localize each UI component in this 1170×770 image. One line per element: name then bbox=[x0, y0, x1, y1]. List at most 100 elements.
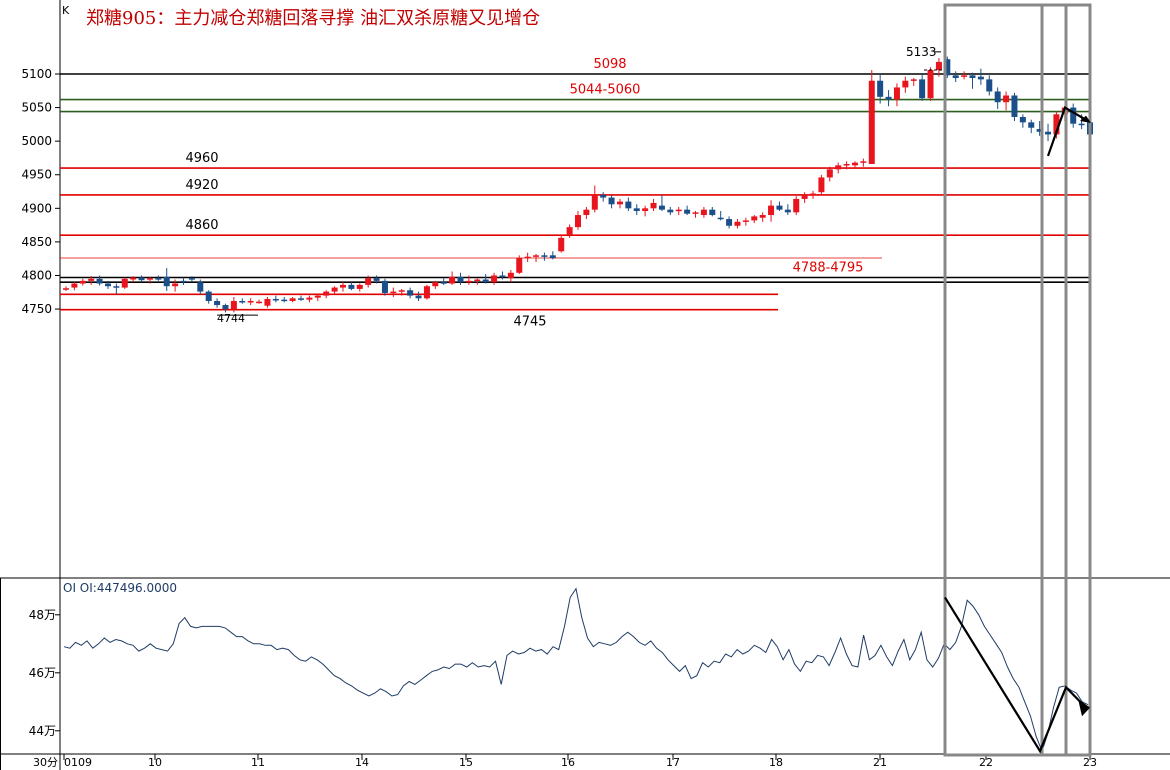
candle-body bbox=[449, 276, 456, 284]
price-tick-label: 4850 bbox=[21, 235, 52, 249]
annotation-overlay: 5133 4744 bbox=[217, 3, 1092, 757]
candle-body bbox=[684, 209, 691, 214]
candle-body bbox=[700, 209, 707, 216]
price-tick-label: 5100 bbox=[21, 67, 52, 81]
candle-body bbox=[533, 255, 540, 257]
candle-body bbox=[608, 197, 615, 205]
level-label: 5098 bbox=[593, 57, 626, 72]
x-tick-label: 15 bbox=[459, 756, 473, 769]
candle-body bbox=[491, 275, 498, 283]
candle-body bbox=[423, 286, 430, 299]
candle-body bbox=[407, 290, 414, 296]
candle-body bbox=[440, 282, 447, 284]
candle-body bbox=[868, 80, 875, 164]
level-label: 4920 bbox=[185, 178, 218, 193]
candle-body bbox=[71, 283, 78, 288]
candle-body bbox=[986, 79, 993, 92]
candle-body bbox=[961, 75, 968, 77]
candle-body bbox=[507, 272, 514, 279]
candle-body bbox=[390, 291, 397, 294]
oi-tick-label: 46万 bbox=[29, 666, 56, 680]
candle-body bbox=[482, 279, 489, 283]
candle-body bbox=[910, 79, 917, 81]
candle-body bbox=[818, 177, 825, 193]
candle-body bbox=[146, 278, 153, 280]
candle-body bbox=[751, 216, 758, 221]
candle-body bbox=[96, 278, 103, 284]
candle-body bbox=[919, 79, 926, 99]
x-tick-label: 21 bbox=[873, 756, 887, 769]
candle-body bbox=[373, 278, 380, 281]
x-tick-label: 10 bbox=[148, 756, 162, 769]
candle-body bbox=[826, 169, 833, 178]
candle-body bbox=[348, 284, 355, 289]
candle-body bbox=[776, 205, 783, 210]
candle-body bbox=[214, 301, 221, 306]
x-tick-label: 16 bbox=[561, 756, 575, 769]
candle-body bbox=[63, 288, 69, 290]
candle-body bbox=[835, 165, 842, 170]
candle-body bbox=[256, 301, 263, 304]
candle-body bbox=[524, 256, 531, 259]
candle-body bbox=[104, 283, 111, 287]
candle-body bbox=[205, 291, 212, 302]
candle-body bbox=[121, 278, 128, 288]
price-tick-label: 4800 bbox=[21, 268, 52, 282]
candle-body bbox=[264, 298, 271, 306]
x-tick-label: 23 bbox=[1083, 756, 1097, 769]
candle-body bbox=[1078, 123, 1085, 126]
candle-body bbox=[172, 283, 179, 287]
candle-body bbox=[902, 80, 909, 88]
x-tick-label: 11 bbox=[251, 756, 265, 769]
candle-body bbox=[381, 280, 388, 293]
candle-body bbox=[339, 284, 346, 288]
x-tick-label: 14 bbox=[355, 756, 369, 769]
price-trend-arrow bbox=[1046, 105, 1089, 157]
highlight-box bbox=[1064, 3, 1092, 757]
candle-body bbox=[239, 301, 246, 303]
candle-body bbox=[575, 215, 581, 228]
oi-axis: 48万 46万 44万 bbox=[29, 608, 60, 738]
candles bbox=[63, 56, 1093, 313]
candle-body bbox=[759, 215, 766, 218]
oi-label: OI OI:447496.0000 bbox=[63, 581, 177, 595]
oi-tick-label: 44万 bbox=[29, 724, 56, 738]
candle-body bbox=[138, 277, 145, 281]
candle-body bbox=[935, 61, 942, 70]
candle-body bbox=[356, 284, 363, 289]
oi-arrowhead bbox=[1078, 698, 1090, 717]
candle-body bbox=[994, 91, 1001, 103]
candle-body bbox=[583, 209, 590, 216]
candle-body bbox=[323, 291, 330, 296]
level-label: 4788-4795 bbox=[793, 260, 864, 275]
candle-body bbox=[130, 277, 137, 280]
candle-body bbox=[650, 202, 657, 209]
level-label: 4745 bbox=[513, 315, 546, 330]
oi-tick-label: 48万 bbox=[29, 608, 56, 622]
candle-body bbox=[893, 87, 900, 100]
candle-body bbox=[306, 297, 313, 300]
candle-body bbox=[843, 163, 850, 166]
candle-body bbox=[188, 278, 195, 280]
period-label: 30分 bbox=[33, 756, 58, 769]
x-tick-label: 22 bbox=[979, 756, 993, 769]
candle-body bbox=[398, 290, 405, 292]
candle-body bbox=[675, 209, 682, 212]
level-label: 5044-5060 bbox=[570, 83, 641, 98]
level-lines: 5098 5044-5060 4960 4920 4860 4788-4795 4745 bbox=[60, 57, 1090, 330]
candle-body bbox=[742, 220, 749, 222]
x-tick-label: 0109 bbox=[64, 756, 92, 769]
candle-body bbox=[314, 295, 321, 298]
price-tick-label: 5000 bbox=[21, 134, 52, 148]
candle-body bbox=[272, 298, 279, 301]
level-label: 4860 bbox=[185, 218, 218, 233]
candle-body bbox=[784, 209, 791, 213]
candle-body bbox=[197, 282, 204, 292]
candle-body bbox=[88, 278, 95, 281]
candle-body bbox=[633, 208, 640, 212]
candle-body bbox=[969, 75, 976, 79]
candle-body bbox=[642, 208, 649, 212]
candle-body bbox=[163, 276, 170, 287]
candle-body bbox=[457, 276, 464, 283]
candle-body bbox=[1019, 116, 1026, 123]
